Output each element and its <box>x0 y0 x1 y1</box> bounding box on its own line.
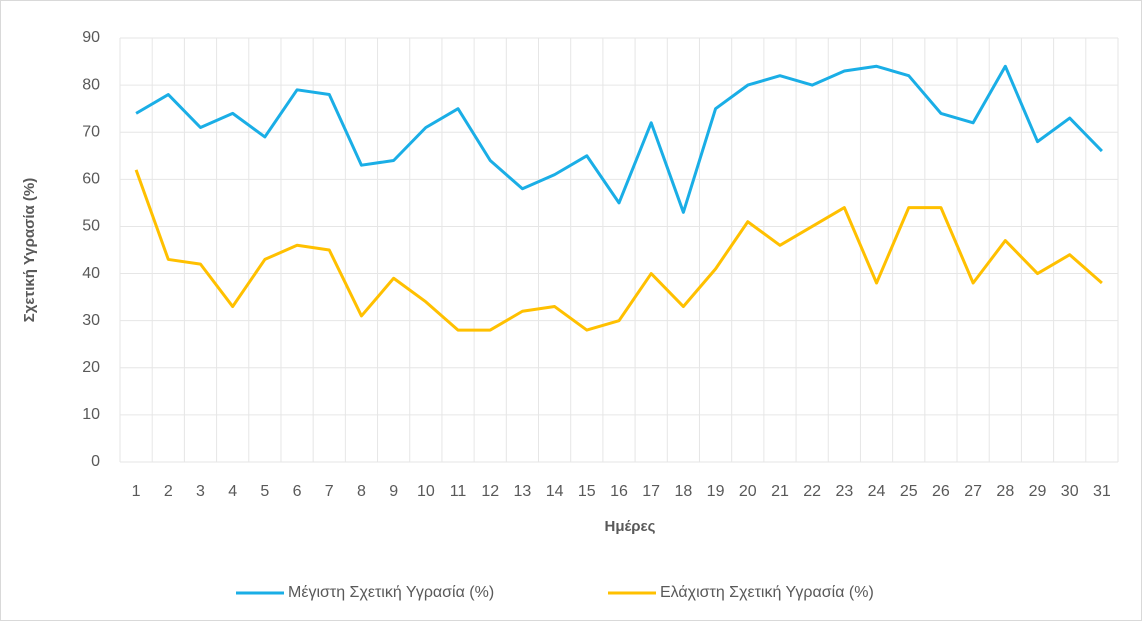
x-tick-label: 5 <box>260 483 269 500</box>
x-tick-label: 16 <box>610 483 628 500</box>
x-tick-label: 1 <box>132 483 141 500</box>
x-tick-label: 15 <box>578 483 596 500</box>
x-tick-label: 8 <box>357 483 366 500</box>
y-tick-label: 60 <box>82 171 100 188</box>
x-tick-label: 10 <box>417 483 435 500</box>
y-tick-label: 40 <box>82 265 100 282</box>
x-tick-label: 3 <box>196 483 205 500</box>
y-tick-label: 50 <box>82 218 100 235</box>
y-tick-label: 10 <box>82 406 100 423</box>
x-tick-label: 7 <box>325 483 334 500</box>
y-tick-label: 80 <box>82 76 100 93</box>
x-tick-label: 6 <box>293 483 302 500</box>
x-tick-label: 20 <box>739 483 757 500</box>
x-axis-title: Ημέρες <box>605 518 656 535</box>
y-axis-title: Σχετική Υγρασία (%) <box>21 178 38 322</box>
x-tick-label: 18 <box>674 483 692 500</box>
legend-label: Ελάχιστη Σχετική Υγρασία (%) <box>660 584 874 601</box>
x-tick-label: 2 <box>164 483 173 500</box>
x-tick-label: 30 <box>1061 483 1079 500</box>
x-tick-label: 17 <box>642 483 660 500</box>
y-tick-label: 20 <box>82 359 100 376</box>
x-tick-label: 28 <box>996 483 1014 500</box>
y-tick-label: 70 <box>82 123 100 140</box>
y-tick-label: 30 <box>82 312 100 329</box>
data-line <box>135 64 1103 214</box>
x-tick-label: 31 <box>1093 483 1111 500</box>
x-tick-label: 29 <box>1029 483 1047 500</box>
y-tick-label: 90 <box>82 29 100 46</box>
x-tick-label: 12 <box>481 483 499 500</box>
x-tick-label: 27 <box>964 483 982 500</box>
data-line <box>134 169 1103 332</box>
x-tick-label: 13 <box>514 483 532 500</box>
legend-label: Μέγιστη Σχετική Υγρασία (%) <box>288 584 494 601</box>
x-tick-label: 19 <box>707 483 725 500</box>
x-tick-label: 21 <box>771 483 789 500</box>
x-tick-label: 23 <box>835 483 853 500</box>
x-tick-label: 22 <box>803 483 821 500</box>
x-tick-label: 24 <box>868 483 886 500</box>
x-tick-label: 14 <box>546 483 564 500</box>
y-tick-label: 0 <box>91 453 100 470</box>
x-tick-label: 4 <box>228 483 237 500</box>
x-tick-label: 25 <box>900 483 918 500</box>
x-tick-label: 9 <box>389 483 398 500</box>
x-tick-label: 26 <box>932 483 950 500</box>
x-tick-label: 11 <box>450 483 467 500</box>
